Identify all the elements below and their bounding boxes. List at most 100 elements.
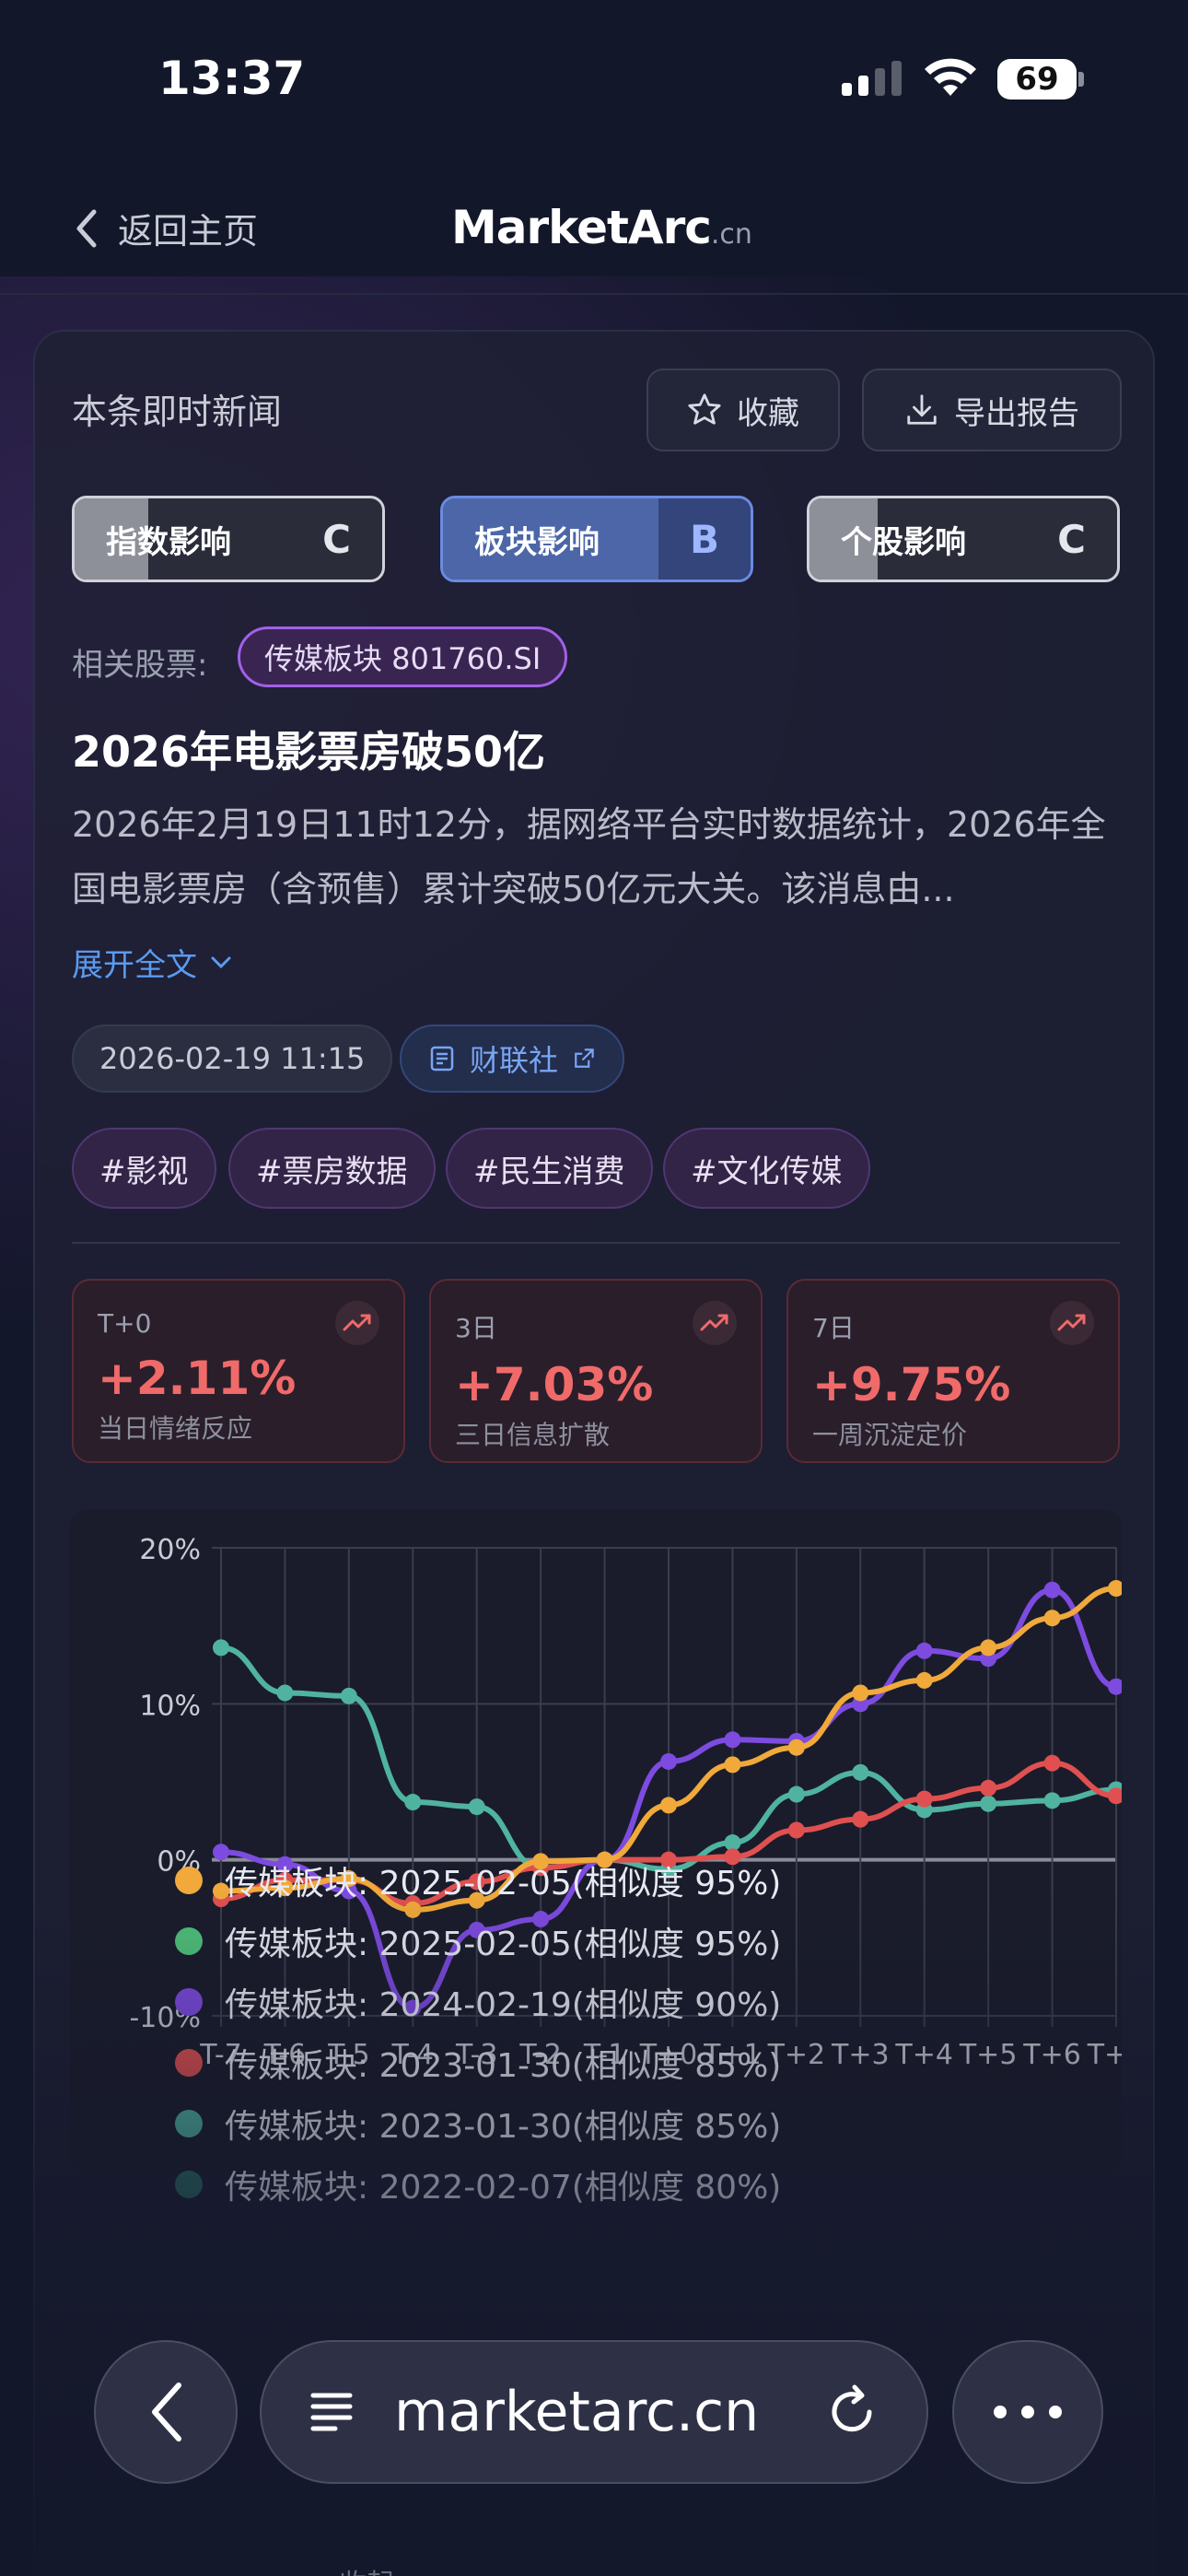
legend-label: 传媒板块: 2025-02-05(相似度 95%): [225, 1865, 782, 1903]
trending-up-icon: [335, 1301, 379, 1345]
data-point: [980, 1779, 997, 1797]
data-point: [1043, 1792, 1061, 1809]
data-point: [724, 1834, 741, 1852]
legend-item[interactable]: 传媒板块: 2022-02-07(相似度 80%): [175, 2154, 781, 2215]
back-home-label: 返回主页: [118, 211, 259, 252]
legend-label: 传媒板块: 2025-02-05(相似度 95%): [225, 1926, 782, 1963]
return-card-3d: 3日 +7.03% 三日信息扩散: [429, 1279, 763, 1463]
hashtag-chip[interactable]: #票房数据: [228, 1128, 436, 1209]
back-home-button[interactable]: 返回主页: [74, 203, 258, 253]
chevron-left-icon: [152, 2383, 181, 2441]
browser-back-button[interactable]: [94, 2340, 238, 2484]
more-options-button[interactable]: [952, 2340, 1103, 2484]
impact-grade: B: [689, 516, 719, 562]
brand-logo: MarketArc.cn: [451, 201, 752, 254]
legend-item[interactable]: 传媒板块: 2025-02-05(相似度 95%): [175, 1850, 781, 1911]
data-point: [980, 1795, 997, 1812]
impact-label: 个股影响: [841, 523, 966, 561]
x-tick-label: T+6: [1022, 2039, 1081, 2071]
dot: [1021, 2406, 1034, 2418]
legend-item[interactable]: 传媒板块: 2024-02-19(相似度 90%): [175, 1972, 781, 2032]
x-tick-label: T+4: [894, 2039, 953, 2071]
source-link[interactable]: 财联社: [400, 1025, 625, 1093]
data-point: [468, 1798, 485, 1816]
trending-up-icon: [1050, 1301, 1094, 1345]
index-impact-button[interactable]: 指数影响 C: [72, 496, 385, 582]
hashtag-chip[interactable]: #影视: [72, 1128, 216, 1209]
expand-full-text-link[interactable]: 展开全文: [72, 940, 232, 985]
data-point: [276, 1856, 294, 1873]
wifi-icon: [925, 58, 976, 96]
chevron-down-icon: [211, 956, 231, 968]
data-point: [596, 1851, 613, 1868]
sector-impact-button[interactable]: 板块影响 B: [440, 496, 753, 582]
data-point: [213, 1639, 229, 1657]
data-point: [724, 1731, 741, 1749]
data-point: [980, 1639, 997, 1657]
y-tick-label: 10%: [139, 1690, 201, 1722]
data-point: [915, 1642, 933, 1659]
impact-label: 指数影响: [106, 523, 231, 561]
data-point: [1108, 1678, 1122, 1695]
legend-item[interactable]: 传媒板块: 2023-01-30(相似度 85%): [175, 2093, 781, 2154]
data-point: [340, 1869, 357, 1887]
data-point: [852, 1810, 869, 1828]
news-card: 本条即时新闻 收藏 导出报告 指数影响 C 板块影响 B 个股影响 C 相关股票…: [33, 330, 1155, 2576]
legend-item[interactable]: 传媒板块: 2023-01-30(相似度 85%): [175, 2032, 781, 2093]
return-desc: 三日信息扩散: [455, 1420, 611, 1450]
section-divider: [72, 1242, 1120, 1244]
related-stock-tag[interactable]: 传媒板块 801760.SI: [238, 626, 568, 687]
return-card-7d: 7日 +9.75% 一周沉淀定价: [786, 1279, 1120, 1463]
return-card-t0: T+0 +2.11% 当日情绪反应: [72, 1279, 405, 1463]
reload-icon[interactable]: [821, 2382, 882, 2442]
hashtag-chip[interactable]: #民生消费: [446, 1128, 653, 1209]
battery-cap: [1078, 72, 1084, 87]
impact-grade: C: [322, 516, 351, 562]
legend-swatch: [175, 1927, 203, 1955]
impact-label: 板块影响: [474, 523, 600, 561]
data-point: [1108, 1787, 1122, 1805]
export-report-button[interactable]: 导出报告: [862, 369, 1122, 451]
x-tick-label: T+5: [959, 2039, 1018, 2071]
return-value: +9.75%: [812, 1358, 1011, 1411]
collapse-link[interactable]: 收起: [339, 2561, 394, 2576]
x-tick-label: T+3: [831, 2039, 890, 2071]
data-point: [660, 1851, 677, 1868]
newspaper-icon: [430, 1046, 454, 1071]
data-point: [532, 1853, 550, 1870]
impact-grade: C: [1057, 516, 1086, 562]
impact-fill: [75, 498, 148, 580]
data-point: [787, 1786, 805, 1803]
star-icon: [688, 393, 721, 425]
return-period: T+0: [98, 1308, 152, 1339]
battery-icon: 69: [997, 59, 1077, 100]
brand-name: MarketArc: [451, 201, 712, 254]
hashtag-chip[interactable]: #文化传媒: [663, 1128, 870, 1209]
legend-swatch: [175, 2110, 203, 2137]
export-label: 导出报告: [954, 394, 1079, 432]
impact-grade-box: [658, 498, 751, 580]
url-text: marketarc.cn: [394, 2380, 760, 2444]
external-link-icon: [575, 1048, 594, 1068]
legend-swatch: [175, 2171, 203, 2198]
news-headline: 2026年电影票房破50亿: [72, 727, 546, 777]
return-desc: 当日情绪反应: [98, 1413, 253, 1444]
stock-impact-button[interactable]: 个股影响 C: [807, 496, 1120, 582]
return-value: +2.11%: [98, 1352, 297, 1405]
return-desc: 一周沉淀定价: [812, 1420, 968, 1450]
address-bar[interactable]: marketarc.cn: [260, 2340, 928, 2484]
legend-label: 传媒板块: 2024-02-19(相似度 90%): [225, 1986, 782, 2024]
reader-mode-icon[interactable]: [306, 2386, 357, 2438]
data-point: [468, 1873, 485, 1891]
return-period: 3日: [455, 1313, 497, 1343]
favorite-button[interactable]: 收藏: [646, 369, 840, 451]
status-bar: 13:37 69: [0, 0, 1188, 157]
data-point: [915, 1671, 933, 1689]
status-time: 13:37: [158, 52, 306, 105]
expand-label: 展开全文: [72, 947, 197, 984]
legend-item[interactable]: 传媒板块: 2025-02-05(相似度 95%): [175, 1911, 781, 1972]
legend-label: 传媒板块: 2022-02-07(相似度 80%): [225, 2169, 782, 2207]
data-point: [915, 1790, 933, 1808]
data-point: [276, 1684, 294, 1702]
data-point: [852, 1763, 869, 1781]
